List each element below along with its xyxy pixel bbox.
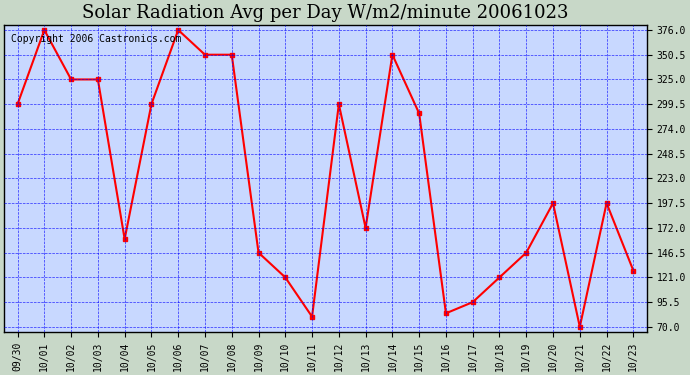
Title: Solar Radiation Avg per Day W/m2/minute 20061023: Solar Radiation Avg per Day W/m2/minute … xyxy=(82,4,569,22)
Text: Copyright 2006 Castronics.com: Copyright 2006 Castronics.com xyxy=(10,34,181,44)
